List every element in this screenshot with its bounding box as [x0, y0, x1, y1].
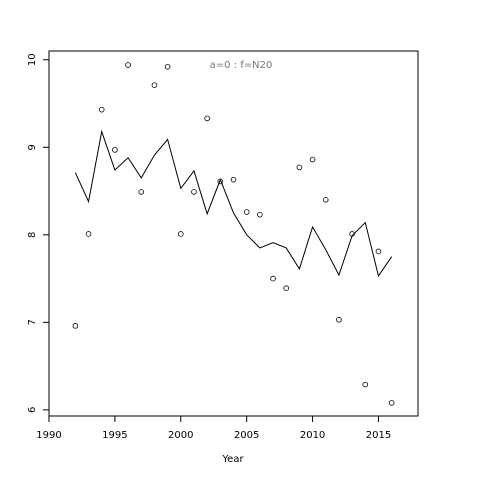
x-tick-label: 2015	[366, 430, 391, 441]
data-point	[296, 164, 303, 171]
y-tick-label: 6	[27, 407, 38, 413]
data-point	[230, 176, 237, 183]
data-point	[204, 115, 210, 122]
y-tick-label: 10	[27, 53, 38, 66]
data-point	[336, 316, 342, 323]
data-line	[74, 129, 393, 278]
x-tick-label: 1995	[102, 430, 127, 441]
data-point	[177, 231, 184, 237]
data-point	[283, 285, 290, 292]
y-tick-label: 9	[27, 144, 38, 150]
data-point	[72, 323, 79, 329]
x-tick-label: 2010	[300, 430, 325, 441]
data-point	[164, 63, 171, 70]
data-point	[270, 275, 276, 282]
annotation: a=0 : f=N20	[210, 60, 273, 71]
y-tick-label: 7	[27, 319, 38, 325]
data-point	[138, 189, 145, 195]
data-point	[309, 156, 316, 163]
data-point	[151, 82, 158, 88]
data-point	[112, 147, 118, 153]
plot-frame	[48, 50, 419, 417]
data-point	[362, 381, 369, 388]
data-point	[85, 231, 92, 237]
data-point	[243, 209, 250, 215]
data-point	[257, 211, 263, 218]
data-point	[98, 106, 105, 113]
x-tick-label: 2000	[168, 430, 193, 441]
x-tick-label: 2005	[234, 430, 259, 441]
y-tick-label: 8	[27, 232, 38, 238]
x-axis-label: Year	[221, 454, 244, 465]
x-tick-label: 1990	[36, 430, 61, 441]
data-point	[191, 189, 197, 195]
data-point	[322, 197, 329, 203]
data-point	[388, 400, 395, 406]
data-point	[125, 62, 131, 68]
data-point	[375, 248, 382, 255]
